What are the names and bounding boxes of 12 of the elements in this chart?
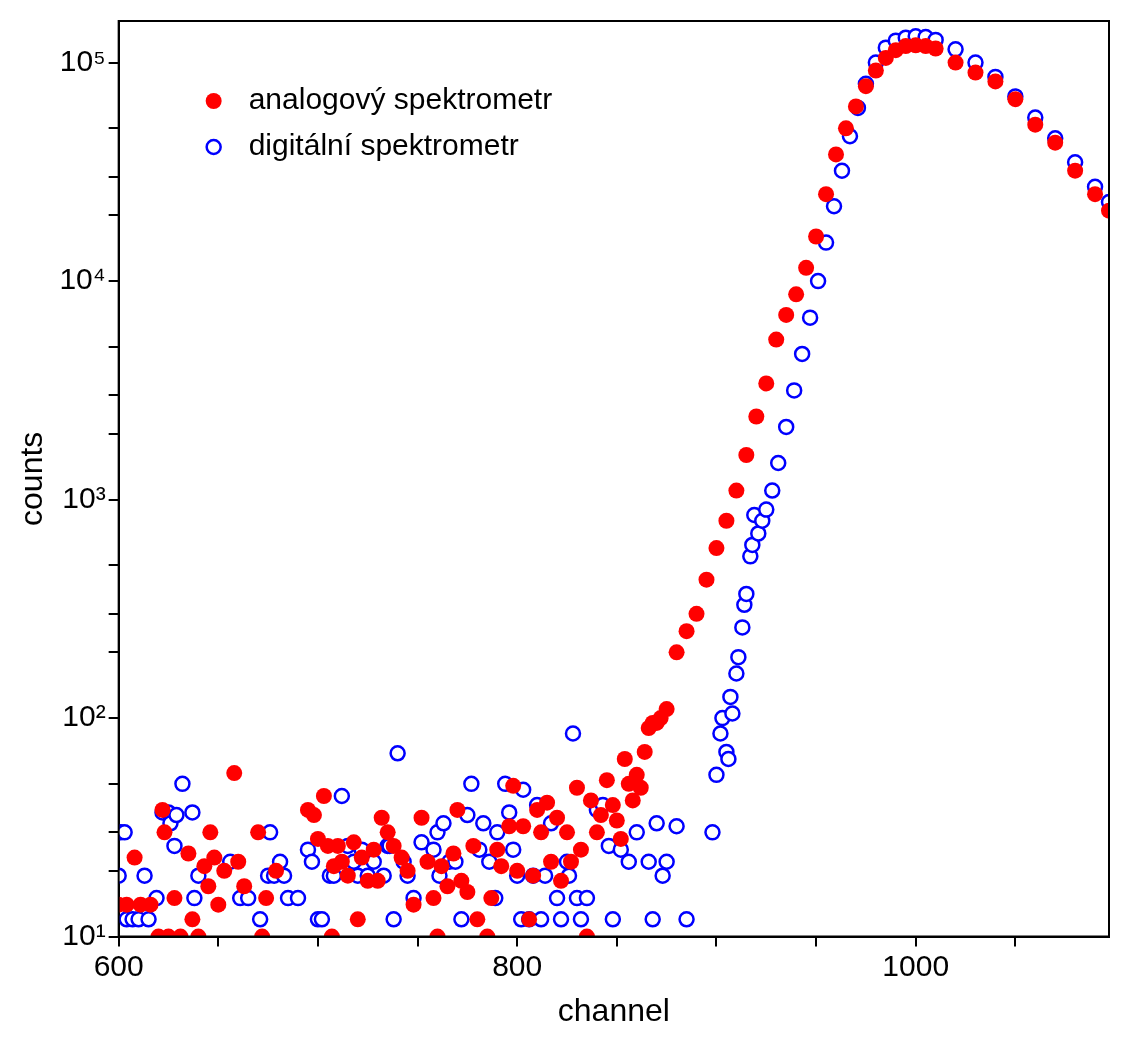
legend-label: digitální spektrometr [248,128,519,162]
y-axis-title: counts [13,431,50,526]
y-tick-label: 10⁴ [59,262,106,296]
x-tick-label: 1000 [882,948,950,982]
x-axis-title: channel [557,991,670,1028]
y-tick-label: 10¹ [62,917,106,951]
legend-label: analogový spektrometr [248,82,553,116]
x-tick-label: 800 [492,948,543,982]
y-tick-label: 10³ [62,480,106,514]
y-tick-label: 10² [62,699,106,733]
y-tick-label: 10⁵ [59,43,106,77]
x-tick-label: 600 [93,948,144,982]
